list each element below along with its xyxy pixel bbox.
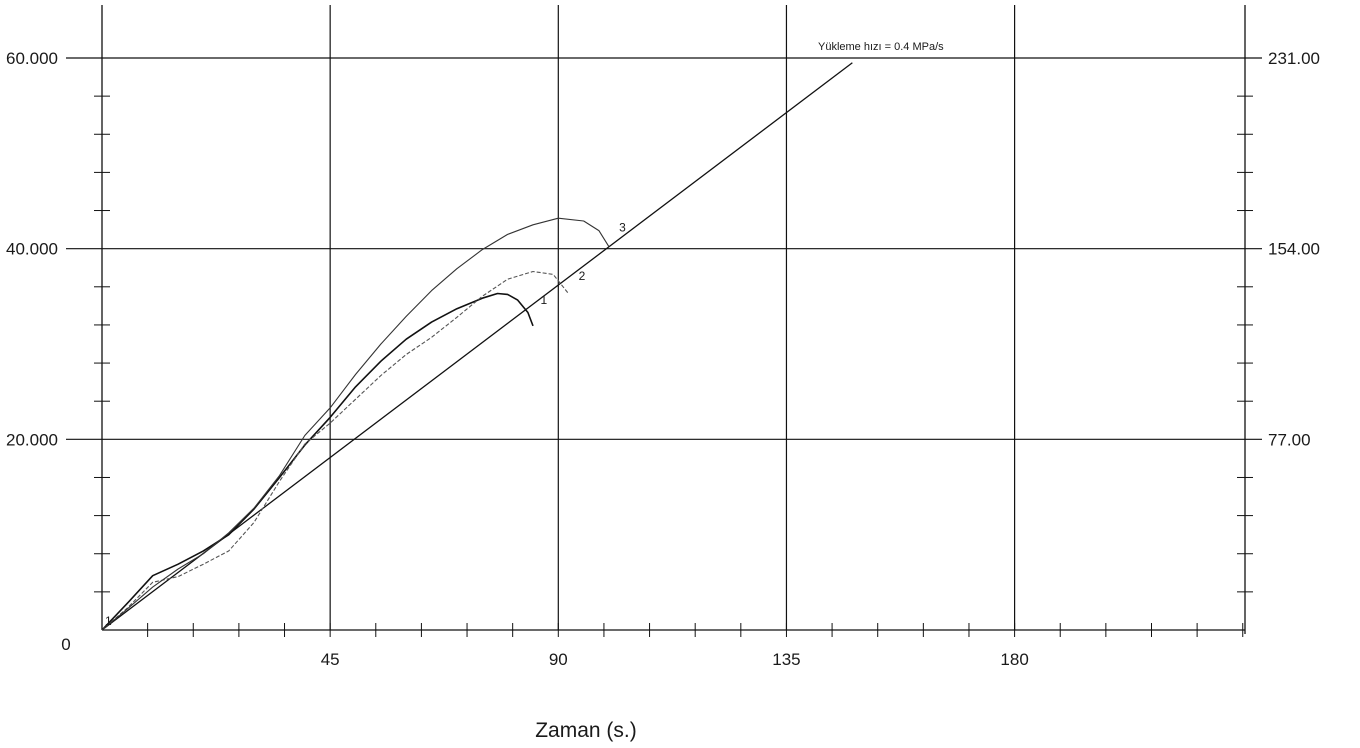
grid-layer	[66, 5, 1262, 630]
series-layer	[101, 62, 853, 631]
right-axis-label: 154.00	[1268, 240, 1320, 259]
x-tick-label: 45	[321, 650, 340, 669]
loading-rate-annotation: Yükleme hızı = 0.4 MPa/s	[818, 41, 944, 53]
origin-series-label: 1	[105, 614, 112, 628]
right-axis-label: 231.00	[1268, 49, 1320, 68]
x-tick-label: 135	[772, 650, 800, 669]
right-axis-label: 77.00	[1268, 430, 1311, 449]
y-tick-label: 0	[61, 635, 70, 654]
series-line-1	[101, 292, 534, 631]
x-axis-title: Zaman (s.)	[535, 719, 637, 742]
x-tick-label: 90	[549, 650, 568, 669]
series-line-2	[101, 270, 569, 631]
axis-layer	[94, 5, 1253, 637]
y-tick-label: 20.000	[6, 430, 58, 449]
series-label-3: 3	[619, 221, 626, 235]
y-tick-label: 60.000	[6, 49, 58, 68]
series-line-3	[101, 217, 610, 631]
series-label-1: 1	[541, 293, 548, 307]
y-tick-label: 40.000	[6, 240, 58, 259]
text-layer: 45 90 135 180 0 20.000 40.000 60.000 77.00 154.00…	[6, 41, 1320, 669]
series-label-2: 2	[579, 269, 586, 283]
x-tick-label: 180	[1000, 650, 1028, 669]
